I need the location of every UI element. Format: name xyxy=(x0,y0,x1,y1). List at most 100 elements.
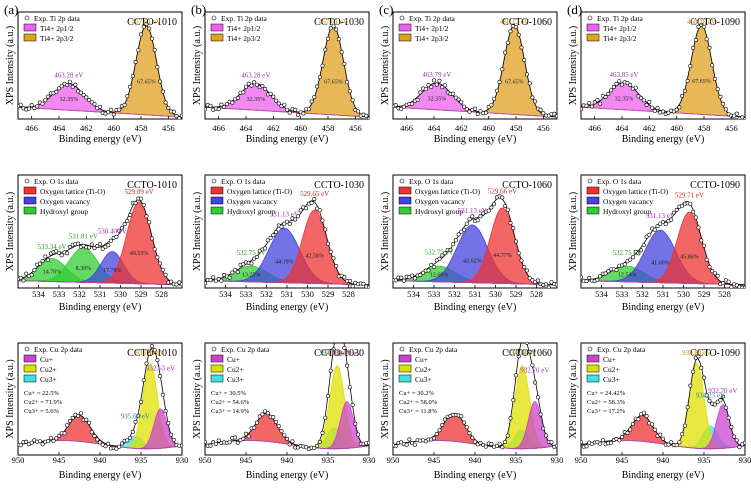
data-point xyxy=(603,271,608,276)
data-point xyxy=(213,278,218,283)
data-point xyxy=(497,441,502,446)
x-tick-label: 534 xyxy=(32,289,46,299)
x-axis-label: Binding energy (eV) xyxy=(246,134,329,145)
legend-entry: Cu2+ xyxy=(40,365,57,374)
plot-area xyxy=(581,201,745,288)
data-point xyxy=(141,24,146,29)
panel-ti-ccto-1090: 466 464 462 460 458 456 Binding energy (eV) XPS… xyxy=(567,2,746,145)
x-tick-label: 460 xyxy=(670,123,683,133)
background-line xyxy=(581,280,745,286)
peak-label: 933.89 eV xyxy=(136,349,165,357)
legend-swatch xyxy=(586,206,600,215)
data-point xyxy=(625,81,630,86)
x-tick-label: 456 xyxy=(349,123,362,133)
data-point xyxy=(633,85,638,90)
x-tick-label: 534 xyxy=(219,289,233,299)
peak-percent: 32.35% xyxy=(428,96,447,102)
data-point xyxy=(533,380,538,385)
data-point xyxy=(644,103,649,108)
data-point xyxy=(317,439,322,444)
data-point xyxy=(451,242,456,247)
data-point xyxy=(254,255,259,260)
data-point xyxy=(353,421,358,426)
data-point xyxy=(119,441,124,446)
composition-text: Cu+ = 22.5% xyxy=(24,390,60,397)
data-point xyxy=(680,432,685,437)
legend-marker-data xyxy=(587,15,593,21)
x-tick-label: 464 xyxy=(53,123,67,133)
legend-data: Exp. Ti 2p data xyxy=(221,14,268,23)
peak-percent: 67.65% xyxy=(324,80,343,86)
sample-label: CCTO-1060 xyxy=(502,348,552,359)
data-point xyxy=(704,257,709,262)
x-tick-label: 462 xyxy=(643,123,656,133)
x-tick-label: 456 xyxy=(725,123,738,133)
data-point xyxy=(535,395,540,400)
data-point xyxy=(337,325,340,328)
y-axis-label: XPS Intensity (a.u.) xyxy=(192,192,203,271)
data-point xyxy=(163,408,168,413)
peak-label: 532.75 eV xyxy=(425,248,454,256)
data-point xyxy=(652,227,657,232)
sample-label: CCTO-1090 xyxy=(690,348,740,359)
data-point xyxy=(513,24,518,29)
peak-label: 533.34 eV xyxy=(37,243,66,251)
data-point xyxy=(149,343,154,348)
y-axis-label: XPS Intensity (a.u.) xyxy=(5,26,16,105)
data-point xyxy=(721,281,726,286)
legend-entry: Oxygen lattice (Ti-O) xyxy=(227,187,293,196)
x-tick-label: 945 xyxy=(240,455,253,465)
data-point xyxy=(729,424,734,429)
data-point xyxy=(459,414,464,419)
data-point xyxy=(117,444,122,449)
sample-label: CCTO-1090 xyxy=(690,180,740,191)
data-point xyxy=(133,59,138,64)
data-point xyxy=(693,215,698,220)
data-point xyxy=(440,253,445,258)
data-point xyxy=(114,234,119,239)
peak-label: 530.40 eV xyxy=(98,227,127,235)
panel-o-ccto-1030: 534 533 532 531 530 529 528 Binding energy (eV)… xyxy=(192,174,370,313)
data-point xyxy=(356,432,361,437)
data-point xyxy=(636,417,641,422)
peak-percent: 42.62% xyxy=(463,258,482,264)
data-point xyxy=(475,112,480,117)
data-point xyxy=(246,434,251,439)
plot-frame xyxy=(392,11,558,120)
data-point xyxy=(276,101,281,106)
data-point xyxy=(663,222,668,227)
legend-entry: Ti4+ 2p3/2 xyxy=(415,34,449,43)
data-point xyxy=(617,79,622,84)
legend-data: Exp. Ti 2p data xyxy=(597,14,644,23)
legend-swatch xyxy=(23,186,37,195)
data-point xyxy=(598,101,603,106)
data-point xyxy=(331,24,336,29)
data-point xyxy=(284,219,289,224)
data-point xyxy=(367,285,369,288)
legend-marker-data xyxy=(399,15,405,21)
data-point xyxy=(67,418,72,423)
data-point xyxy=(699,365,704,370)
data-point xyxy=(92,102,97,107)
data-point xyxy=(721,394,726,399)
data-point xyxy=(160,267,165,272)
data-point xyxy=(263,246,268,251)
data-point xyxy=(24,271,29,276)
legend-entry: Ti4+ 2p3/2 xyxy=(40,34,74,43)
data-point xyxy=(639,95,644,100)
legend-swatch xyxy=(210,196,224,205)
peak-label: 531.13 eV xyxy=(646,212,675,220)
legend-marker-data xyxy=(399,346,405,352)
data-point xyxy=(43,98,48,103)
data-point xyxy=(723,107,728,112)
data-point xyxy=(494,88,499,93)
legend-entry: Cu3+ xyxy=(227,375,244,384)
panel-cu-ccto-1010: 950 945 940 935 930 Binding energy (eV) XPS In… xyxy=(5,342,188,481)
data-point xyxy=(282,433,287,438)
data-point xyxy=(233,435,238,440)
data-point xyxy=(219,278,224,283)
data-point xyxy=(208,278,213,283)
data-point xyxy=(128,435,133,440)
data-point xyxy=(743,285,745,288)
data-point xyxy=(555,282,557,287)
